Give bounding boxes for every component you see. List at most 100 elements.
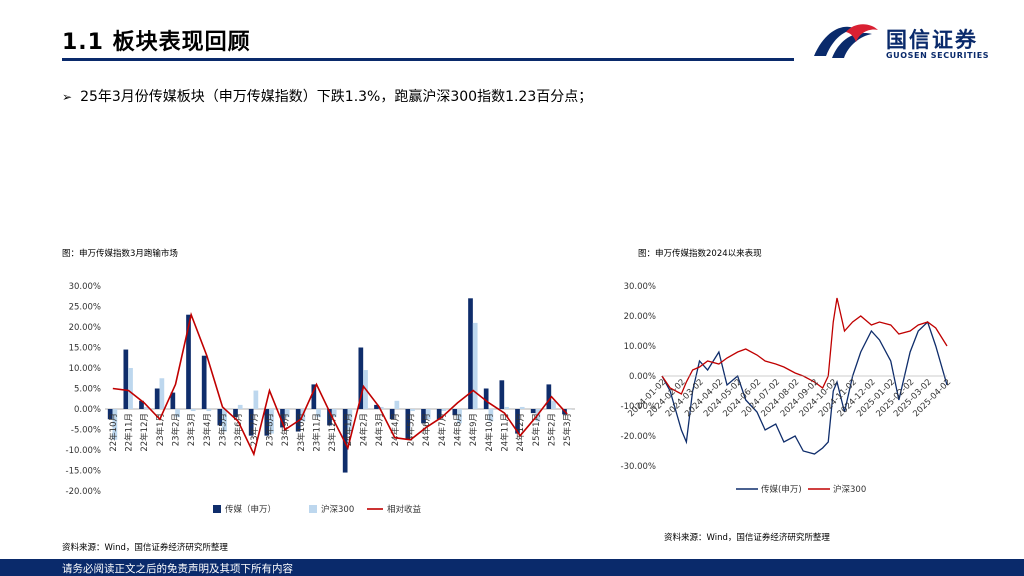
logo-text-en: GUOSEN SECURITIES bbox=[886, 51, 990, 60]
index-performance-chart: 30.00% 20.00% 10.00% 0.00% -10.00% -20.00% -30… bbox=[621, 282, 954, 495]
y-tick-label: 25.00% bbox=[69, 303, 101, 313]
x-tick-label: 24年5月 bbox=[406, 413, 417, 446]
media-bar bbox=[483, 388, 489, 409]
media-bar bbox=[217, 409, 223, 426]
media-bar bbox=[170, 392, 176, 409]
media-bar bbox=[186, 314, 191, 409]
x-tick-label: 23年7月 bbox=[249, 413, 260, 446]
hs300-bar bbox=[222, 409, 227, 432]
hs300-index-line bbox=[661, 297, 948, 395]
summary-bullet: ➢ 25年3月份传媒板块（申万传媒指数）下跌1.3%，跑赢沪深300指数1.23百… bbox=[62, 86, 592, 106]
logo-text-cn: 国信证券 bbox=[886, 28, 978, 52]
page-title: 1.1 板块表现回顾 bbox=[62, 30, 251, 55]
hs300-bar bbox=[206, 409, 212, 412]
y-tick-label: 20.00% bbox=[69, 323, 101, 333]
hs300-bar bbox=[190, 409, 196, 412]
relative-return-line bbox=[112, 311, 568, 457]
x-tick-label: 22年12月 bbox=[139, 413, 150, 452]
hs300-bar bbox=[394, 400, 400, 409]
y-tick-label: 20.00% bbox=[624, 312, 656, 322]
media-bar bbox=[327, 409, 332, 426]
y-tick-label: -5.00% bbox=[71, 426, 101, 436]
hs300-bar bbox=[488, 409, 494, 422]
hs300-bar bbox=[472, 322, 478, 409]
hs300-bar bbox=[331, 409, 337, 418]
x-tick-label: 23年6月 bbox=[233, 413, 244, 446]
media-bar bbox=[468, 298, 473, 409]
chart1-title: 图：申万传媒指数3月跑输市场 bbox=[62, 249, 178, 259]
x-tick-label: 23年4月 bbox=[202, 413, 213, 446]
x-tick-label: 25年3月 bbox=[562, 413, 573, 446]
x-tick-label: 23年2月 bbox=[171, 413, 182, 446]
y-tick-label: 5.00% bbox=[74, 385, 101, 395]
x-tick-label: 23年12月 bbox=[327, 413, 338, 452]
x-tick-label: 24年1月 bbox=[343, 413, 354, 446]
media-bar bbox=[405, 409, 411, 440]
media-bar bbox=[530, 409, 536, 414]
hs300-bar bbox=[519, 406, 525, 409]
y-tick-label: 10.00% bbox=[624, 342, 656, 352]
y-tick-label: -10.00% bbox=[621, 402, 656, 412]
x-tick-label: 22年11月 bbox=[124, 413, 135, 452]
x-tick-label: 24年2月 bbox=[359, 413, 370, 446]
x-tick-label: 23年11月 bbox=[312, 413, 323, 452]
hs300-bar bbox=[237, 404, 243, 409]
y-tick-label: 30.00% bbox=[624, 282, 656, 292]
media-bar bbox=[389, 409, 395, 420]
hs300-bar bbox=[128, 368, 133, 409]
hs300-bar bbox=[269, 409, 274, 434]
media-bar bbox=[436, 409, 442, 420]
x-tick-label: 24年7月 bbox=[437, 413, 448, 446]
title-underline bbox=[62, 58, 794, 61]
media-bar bbox=[499, 380, 505, 409]
y-tick-label: -10.00% bbox=[66, 446, 101, 456]
x-tick-label: 24年12月 bbox=[515, 413, 526, 452]
y-tick-label: 0.00% bbox=[629, 372, 656, 382]
media-bar bbox=[139, 400, 144, 409]
hs300-bar bbox=[504, 406, 509, 409]
x-tick-label: 23年8月 bbox=[265, 413, 276, 446]
media-bar bbox=[248, 409, 254, 436]
x-tick-label: 23年5月 bbox=[218, 413, 229, 446]
x-tick-label: 23年10月 bbox=[296, 413, 307, 452]
y-tick-label: -30.00% bbox=[621, 462, 656, 472]
legend-label-hs300: 沪深300 bbox=[833, 484, 866, 495]
media-bar bbox=[154, 388, 160, 409]
x-tick-label: 22年10月 bbox=[108, 413, 119, 452]
y-tick-label: 10.00% bbox=[69, 364, 101, 374]
legend-swatch-hs300 bbox=[309, 505, 317, 513]
hs300-bar bbox=[347, 409, 353, 434]
legend-label-media: 传媒(申万) bbox=[761, 484, 802, 495]
x-tick-label: 24年11月 bbox=[500, 413, 511, 452]
media-index-line bbox=[661, 320, 948, 455]
media-bar bbox=[374, 404, 379, 409]
chart2-source: 资料来源：Wind，国信证券经济研究所整理 bbox=[664, 533, 830, 543]
x-tick-label: 24年9月 bbox=[468, 413, 479, 446]
x-tick-label: 25年2月 bbox=[547, 413, 558, 446]
media-bar bbox=[421, 409, 426, 424]
footer-disclaimer: 请务必阅读正文之后的免责声明及其项下所有内容 bbox=[62, 563, 293, 575]
media-bar bbox=[123, 349, 129, 409]
hs300-bar bbox=[441, 409, 447, 412]
hs300-bar bbox=[316, 409, 321, 418]
chart2-title: 图：申万传媒指数2024以来表现 bbox=[638, 249, 762, 259]
x-tick-label: 24年8月 bbox=[453, 413, 464, 446]
media-bar bbox=[311, 384, 317, 409]
hs300-bar bbox=[425, 409, 431, 420]
hs300-bar bbox=[410, 409, 415, 412]
legend-label-media: 传媒（申万） bbox=[225, 504, 276, 515]
x-tick-label: 24年4月 bbox=[390, 413, 401, 446]
hs300-bar bbox=[378, 406, 384, 409]
hs300-bar bbox=[175, 409, 180, 418]
media-bar bbox=[342, 409, 348, 473]
y-tick-label: 30.00% bbox=[69, 282, 101, 292]
footer-bar bbox=[0, 559, 1024, 576]
legend-swatch-media bbox=[213, 505, 221, 513]
legend-label-relative: 相对收益 bbox=[387, 504, 422, 515]
hs300-bar bbox=[551, 400, 556, 409]
x-tick-label: 23年1月 bbox=[155, 413, 166, 446]
summary-text: 25年3月份传媒板块（申万传媒指数）下跌1.3%，跑赢沪深300指数1.23百分… bbox=[80, 89, 593, 105]
hs300-bar bbox=[159, 378, 165, 409]
media-bar bbox=[233, 409, 238, 418]
hs300-bar bbox=[457, 409, 462, 424]
